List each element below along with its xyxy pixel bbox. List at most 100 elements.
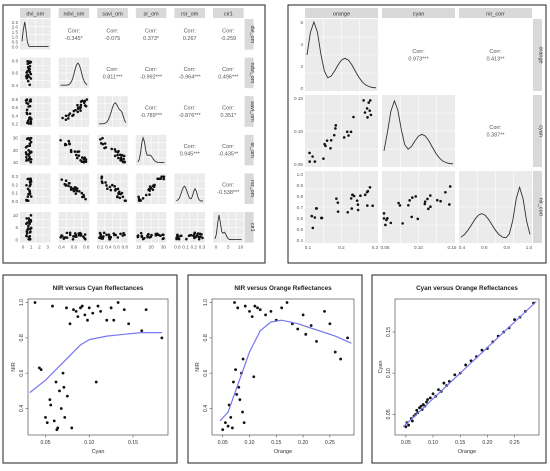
data-point	[453, 373, 457, 377]
scatter-point	[110, 147, 113, 151]
data-point	[234, 368, 237, 372]
scatter-point	[180, 234, 183, 238]
scatter-point	[103, 142, 107, 145]
data-point	[235, 392, 239, 396]
scatter-point	[26, 119, 30, 123]
column-header: dvi_om	[26, 12, 44, 18]
corr-cell	[213, 134, 244, 166]
scatter-point	[67, 114, 70, 117]
scatter-point	[64, 179, 68, 183]
scatter-point	[80, 191, 84, 195]
corr-value: 0.351*	[220, 113, 237, 119]
scatter-point	[362, 99, 365, 102]
scatter-point	[26, 221, 29, 224]
scatter-point	[334, 124, 338, 127]
scatter-point	[27, 148, 30, 152]
scatter-point	[137, 195, 140, 199]
scatter-point	[26, 177, 30, 181]
data-point	[37, 366, 41, 370]
data-point	[127, 322, 131, 326]
scatter-point	[116, 195, 119, 199]
scatter-point	[382, 217, 386, 220]
scatter-point	[106, 187, 109, 191]
scatter-point	[118, 196, 122, 200]
scatter-point	[28, 221, 31, 224]
scatter-point	[25, 137, 29, 141]
x-tick-label: 0.0	[174, 245, 181, 250]
y-tick-label: 0.5	[12, 39, 19, 44]
scatter-point	[120, 159, 124, 162]
data-point	[242, 421, 246, 425]
y-tick-label: 0.3	[12, 174, 19, 179]
chart-title: NIR versus Orange Reflectances	[234, 285, 332, 292]
scatter-point	[371, 204, 374, 207]
data-point	[99, 309, 103, 313]
scatter-point	[114, 233, 118, 237]
y-tick-label: 0.2	[12, 122, 19, 127]
x-tick-label: 0.10	[244, 440, 254, 446]
row-header: savi_om	[249, 101, 255, 122]
scatter-point	[311, 226, 315, 230]
data-point	[464, 363, 468, 367]
scatter-point	[67, 139, 71, 143]
scatter-point	[28, 104, 32, 108]
data-point	[241, 410, 244, 414]
row-header-bg	[533, 95, 542, 167]
scatter-point	[401, 222, 404, 225]
scatter-point	[162, 175, 166, 179]
fit-line	[29, 332, 162, 394]
scatter-point	[29, 195, 33, 198]
scatter-point	[84, 160, 88, 164]
scatter-point	[79, 158, 82, 162]
scatter-point	[110, 183, 114, 187]
scatter-point	[29, 72, 33, 76]
y-tick-label: 0	[300, 86, 303, 91]
y-tick-label: 0.15	[386, 327, 392, 337]
scatter-point	[98, 236, 101, 240]
scatter-point	[109, 188, 113, 192]
data-point	[65, 394, 69, 398]
scatter-point	[175, 236, 178, 240]
column-header: cyan	[413, 12, 425, 18]
scatter-point	[159, 234, 162, 237]
data-point	[56, 426, 60, 430]
corr-cell	[213, 19, 244, 50]
x-tick-label: 0.4	[58, 245, 65, 250]
corr-cell	[174, 57, 205, 89]
scatter-point	[313, 216, 317, 219]
corr-label: Corr:	[184, 144, 197, 150]
scatter-point	[25, 101, 28, 105]
scatter-point	[79, 234, 83, 237]
y-tick-label: 0.6	[297, 216, 304, 221]
row-header: cyan	[538, 125, 544, 137]
corr-label: Corr:	[145, 28, 158, 34]
data-point	[309, 324, 313, 327]
corr-value: -0.345*	[65, 36, 84, 42]
y-tick-label: 0.0	[12, 199, 19, 204]
data-point	[407, 423, 410, 427]
corr-label: Corr:	[184, 28, 197, 34]
scatter-point	[369, 113, 373, 117]
x-tick-label: 10	[136, 245, 142, 250]
scatter-point	[68, 231, 72, 235]
row-header-bg	[244, 212, 254, 243]
data-point	[442, 381, 446, 385]
scatter-point	[429, 194, 432, 197]
x-tick-label: 0.10	[428, 440, 438, 446]
scatter-point	[349, 197, 353, 200]
data-point	[280, 306, 284, 310]
y-tick-label: 0.8	[19, 334, 25, 341]
row-header-bg	[244, 57, 254, 89]
scatter-point	[352, 194, 356, 198]
data-point	[61, 371, 65, 375]
x-tick-label: 0.10	[414, 245, 423, 250]
corr-cell	[213, 173, 244, 204]
data-point	[480, 348, 484, 352]
data-point	[83, 313, 87, 317]
scatter-point	[397, 201, 400, 205]
data-point	[323, 309, 326, 313]
scatter-point	[59, 138, 62, 142]
x-tick-label: 0.15	[455, 440, 465, 446]
data-point	[91, 311, 95, 315]
corr-value: 0.496***	[218, 74, 239, 80]
